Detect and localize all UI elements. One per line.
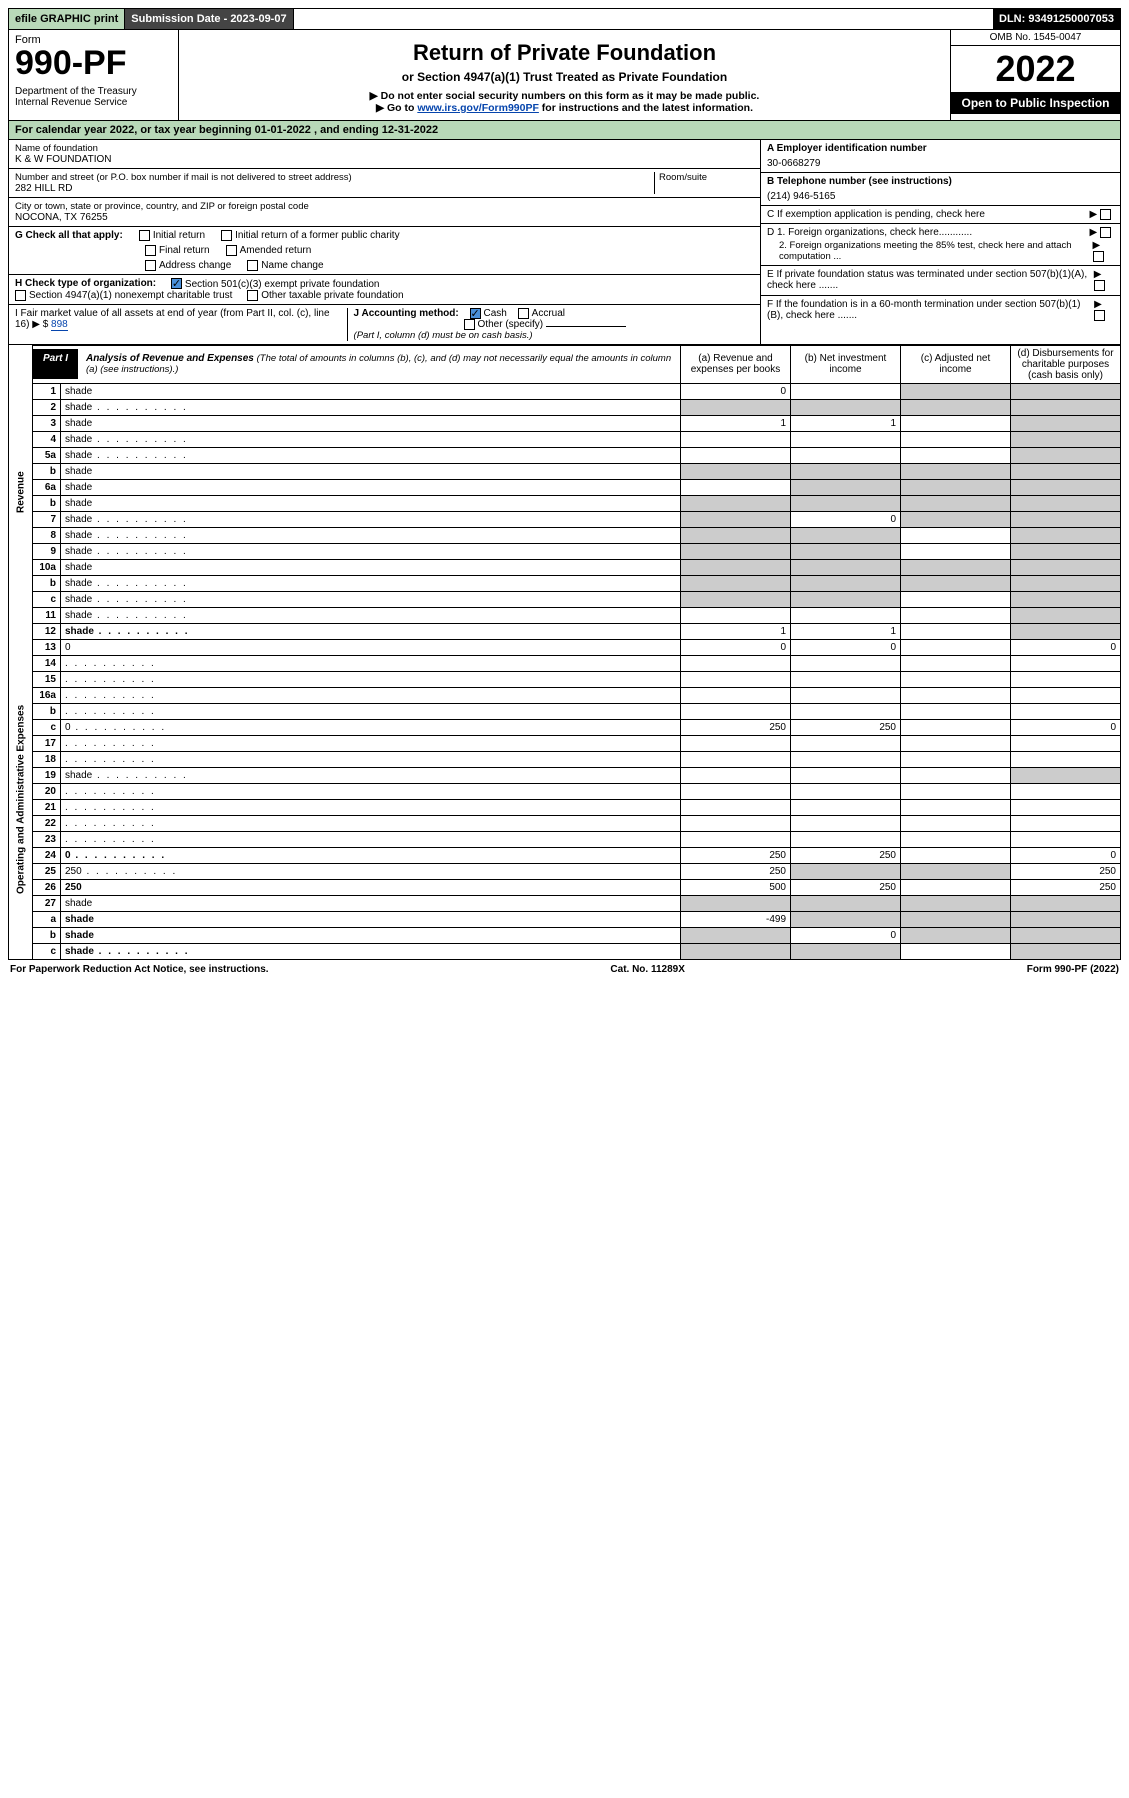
omb-number: OMB No. 1545-0047 [951, 30, 1120, 46]
line-a: a shade -499 [9, 911, 1121, 927]
dln-label: DLN: 93491250007053 [993, 9, 1120, 29]
f-label: F If the foundation is in a 60-month ter… [767, 299, 1094, 321]
irs-link[interactable]: www.irs.gov/Form990PF [417, 102, 539, 114]
line-6a: 6a shade [9, 479, 1121, 495]
address-change-check[interactable] [145, 260, 156, 271]
h-label: H Check type of organization: [15, 279, 156, 290]
line-15: 15 [9, 671, 1121, 687]
page-footer: For Paperwork Reduction Act Notice, see … [8, 960, 1121, 979]
open-inspection: Open to Public Inspection [951, 92, 1120, 114]
line-22: 22 [9, 815, 1121, 831]
city-state-zip: NOCONA, TX 76255 [15, 212, 754, 223]
d2-check[interactable] [1093, 251, 1104, 262]
line-c: c 0 2502500 [9, 719, 1121, 735]
form-header: Form 990-PF Department of the Treasury I… [8, 30, 1121, 121]
line-25: 25 250 250250 [9, 863, 1121, 879]
d2-label: 2. Foreign organizations meeting the 85%… [767, 240, 1093, 262]
line-10a: 10a shade [9, 559, 1121, 575]
form-subtitle: or Section 4947(a)(1) Trust Treated as P… [189, 70, 940, 84]
line-20: 20 [9, 783, 1121, 799]
line-5a: 5a shade [9, 447, 1121, 463]
addr-label: Number and street (or P.O. box number if… [15, 172, 654, 183]
initial-return-check[interactable] [139, 230, 150, 241]
accrual-check[interactable] [518, 308, 529, 319]
c-check[interactable] [1100, 209, 1111, 220]
calendar-year-line: For calendar year 2022, or tax year begi… [8, 121, 1121, 140]
fmv-value: 898 [51, 319, 68, 331]
line-21: 21 [9, 799, 1121, 815]
ein-label: A Employer identification number [767, 143, 927, 154]
street-address: 282 HILL RD [15, 183, 654, 194]
line-19: 19 shade [9, 767, 1121, 783]
other-taxable-check[interactable] [247, 290, 258, 301]
c-label: C If exemption application is pending, c… [767, 209, 985, 220]
line-7: 7 shade 0 [9, 511, 1121, 527]
line-c: c shade [9, 943, 1121, 959]
ein-value: 30-0668279 [767, 158, 1114, 169]
part1-table: Revenue Part I Analysis of Revenue and E… [8, 345, 1121, 960]
other-method-check[interactable] [464, 319, 475, 330]
line-b: b shade [9, 463, 1121, 479]
line-8: 8 shade [9, 527, 1121, 543]
name-change-check[interactable] [247, 260, 258, 271]
entity-info: Name of foundation K & W FOUNDATION Numb… [8, 140, 1121, 345]
line-24: 24 0 2502500 [9, 847, 1121, 863]
note-2: ▶ Go to www.irs.gov/Form990PF for instru… [189, 102, 940, 114]
note-1: ▶ Do not enter social security numbers o… [189, 90, 940, 102]
dept-label: Department of the Treasury Internal Reve… [15, 86, 172, 108]
d1-label: D 1. Foreign organizations, check here..… [767, 227, 972, 238]
name-label: Name of foundation [15, 143, 754, 154]
line-14: 14 [9, 655, 1121, 671]
phone-value: (214) 946-5165 [767, 191, 1114, 202]
form-title: Return of Private Foundation [189, 40, 940, 66]
line-b: b shade [9, 575, 1121, 591]
line-12: 12 shade 11 [9, 623, 1121, 639]
col-a-header: (a) Revenue and expenses per books [681, 345, 791, 383]
501c3-check[interactable] [171, 278, 182, 289]
city-label: City or town, state or province, country… [15, 201, 754, 212]
room-label: Room/suite [659, 172, 754, 183]
col-b-header: (b) Net investment income [791, 345, 901, 383]
col-c-header: (c) Adjusted net income [901, 345, 1011, 383]
line-18: 18 [9, 751, 1121, 767]
submission-date: Submission Date - 2023-09-07 [125, 9, 293, 29]
line-11: 11 shade [9, 607, 1121, 623]
line-16a: 16a [9, 687, 1121, 703]
line-26: 26 250 500250250 [9, 879, 1121, 895]
line-c: c shade [9, 591, 1121, 607]
4947-check[interactable] [15, 290, 26, 301]
line-23: 23 [9, 831, 1121, 847]
form-number: 990-PF [15, 46, 172, 80]
amended-return-check[interactable] [226, 245, 237, 256]
phone-label: B Telephone number (see instructions) [767, 176, 952, 187]
cash-check[interactable] [470, 308, 481, 319]
footer-left: For Paperwork Reduction Act Notice, see … [10, 964, 269, 975]
top-bar: efile GRAPHIC print Submission Date - 20… [8, 8, 1121, 30]
final-return-check[interactable] [145, 245, 156, 256]
f-check[interactable] [1094, 310, 1105, 321]
line-b: b shade 0 [9, 927, 1121, 943]
efile-label: efile GRAPHIC print [9, 9, 125, 29]
e-check[interactable] [1094, 280, 1105, 291]
tax-year: 2022 [951, 46, 1120, 92]
line-27: 27 shade [9, 895, 1121, 911]
initial-former-check[interactable] [221, 230, 232, 241]
j-note: (Part I, column (d) must be on cash basi… [354, 330, 533, 341]
line-b: b shade [9, 495, 1121, 511]
line-17: 17 [9, 735, 1121, 751]
e-label: E If private foundation status was termi… [767, 269, 1094, 291]
col-d-header: (d) Disbursements for charitable purpose… [1011, 345, 1121, 383]
line-b: b [9, 703, 1121, 719]
line-3: 3 shade 11 [9, 415, 1121, 431]
foundation-name: K & W FOUNDATION [15, 154, 754, 165]
line-4: 4 shade [9, 431, 1121, 447]
line-1: 1 shade 0 [9, 383, 1121, 399]
d1-check[interactable] [1100, 227, 1111, 238]
g-label: G Check all that apply: [15, 230, 123, 241]
line-9: 9 shade [9, 543, 1121, 559]
footer-mid: Cat. No. 11289X [610, 964, 684, 975]
footer-right: Form 990-PF (2022) [1027, 964, 1119, 975]
line-2: 2 shade [9, 399, 1121, 415]
j-label: J Accounting method: [354, 308, 459, 319]
